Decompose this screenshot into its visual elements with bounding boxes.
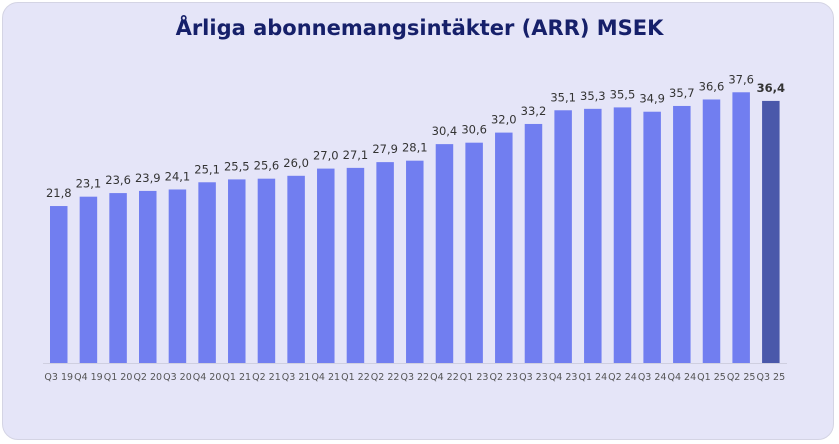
x-tick-label: Q3 21 bbox=[282, 372, 311, 383]
data-label: 35,5 bbox=[610, 87, 636, 101]
bar bbox=[435, 144, 454, 363]
data-label: 25,6 bbox=[254, 159, 280, 173]
bar bbox=[228, 179, 246, 363]
bar bbox=[495, 132, 513, 363]
x-tick-label: Q2 25 bbox=[727, 372, 756, 383]
data-label: 23,1 bbox=[76, 177, 102, 191]
bar bbox=[732, 92, 750, 363]
bar bbox=[643, 111, 661, 363]
data-label: 26,0 bbox=[283, 156, 309, 170]
x-tick-label: Q4 24 bbox=[667, 372, 696, 383]
bar bbox=[465, 142, 483, 363]
data-label: 27,1 bbox=[343, 148, 369, 162]
bar bbox=[376, 162, 394, 363]
data-label: 21,8 bbox=[46, 186, 72, 200]
data-label: 35,1 bbox=[550, 90, 576, 104]
bar bbox=[584, 108, 602, 363]
x-tick-label: Q1 22 bbox=[341, 372, 370, 383]
x-tick-label: Q1 21 bbox=[222, 372, 251, 383]
x-tick-label: Q3 24 bbox=[638, 372, 667, 383]
bar bbox=[257, 178, 276, 363]
bar bbox=[406, 160, 424, 363]
bar bbox=[139, 190, 157, 363]
bar bbox=[762, 100, 780, 364]
data-label: 36,4 bbox=[757, 81, 785, 95]
x-tick-label: Q2 22 bbox=[371, 372, 400, 383]
x-tick-label: Q1 23 bbox=[460, 372, 489, 383]
x-tick-label: Q4 19 bbox=[74, 372, 103, 383]
bar bbox=[554, 110, 572, 363]
data-label: 35,7 bbox=[669, 86, 695, 100]
bar bbox=[524, 123, 543, 364]
data-label: 36,6 bbox=[699, 79, 725, 93]
x-tick-label: Q3 20 bbox=[163, 372, 192, 383]
data-label: 30,4 bbox=[432, 124, 458, 138]
bar bbox=[198, 182, 216, 363]
bar bbox=[50, 206, 68, 363]
data-label: 35,3 bbox=[580, 89, 606, 103]
data-label: 25,5 bbox=[224, 159, 250, 173]
bar bbox=[109, 193, 127, 363]
data-label: 27,0 bbox=[313, 149, 339, 163]
data-label: 25,1 bbox=[194, 162, 220, 176]
data-label: 32,0 bbox=[491, 113, 517, 127]
data-label: 24,1 bbox=[165, 169, 191, 183]
data-label: 33,2 bbox=[521, 104, 547, 118]
x-tick-label: Q4 21 bbox=[311, 372, 340, 383]
bar bbox=[287, 175, 305, 363]
x-tick-label: Q1 25 bbox=[697, 372, 726, 383]
x-tick-label: Q4 23 bbox=[549, 372, 578, 383]
bar bbox=[702, 99, 721, 363]
x-tick-label: Q3 19 bbox=[44, 372, 73, 383]
x-tick-label: Q4 22 bbox=[430, 372, 459, 383]
data-label: 23,9 bbox=[135, 171, 161, 185]
data-label: 37,6 bbox=[728, 72, 754, 86]
x-tick-label: Q2 23 bbox=[489, 372, 518, 383]
x-tick-label: Q2 24 bbox=[608, 372, 637, 383]
bar bbox=[168, 189, 187, 363]
bar bbox=[346, 167, 365, 363]
x-tick-label: Q2 20 bbox=[133, 372, 162, 383]
data-label: 23,6 bbox=[105, 173, 131, 187]
x-tick-label: Q3 22 bbox=[400, 372, 429, 383]
bar bbox=[317, 168, 335, 363]
data-label: 27,9 bbox=[372, 142, 398, 156]
data-label: 28,1 bbox=[402, 141, 428, 155]
bar bbox=[79, 196, 98, 363]
x-tick-label: Q1 24 bbox=[578, 372, 607, 383]
x-tick-label: Q3 25 bbox=[757, 372, 786, 383]
data-label: 34,9 bbox=[639, 92, 665, 106]
data-label: 30,6 bbox=[461, 123, 487, 137]
x-tick-label: Q1 20 bbox=[104, 372, 133, 383]
x-tick-label: Q4 20 bbox=[193, 372, 222, 383]
x-tick-label: Q3 23 bbox=[519, 372, 548, 383]
bar bbox=[613, 107, 632, 364]
bar bbox=[673, 105, 691, 364]
x-tick-label: Q2 21 bbox=[252, 372, 281, 383]
chart-title: Årliga abonnemangsintäkter (ARR) MSEK bbox=[175, 16, 664, 40]
